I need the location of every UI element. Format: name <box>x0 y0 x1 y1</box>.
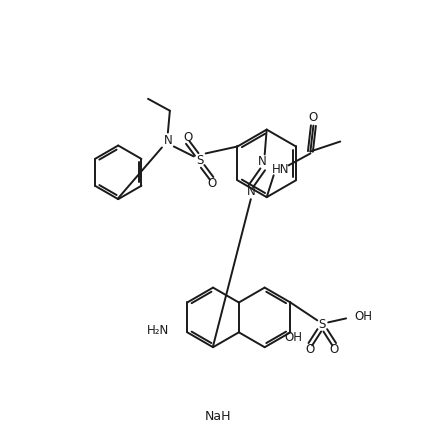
Text: N: N <box>246 185 255 198</box>
Text: S: S <box>196 154 203 167</box>
Text: O: O <box>306 343 315 356</box>
Text: OH: OH <box>354 310 372 323</box>
Text: H₂N: H₂N <box>147 324 169 337</box>
Text: OH: OH <box>284 331 302 344</box>
Text: N: N <box>163 134 172 147</box>
Text: N: N <box>258 155 267 168</box>
Text: O: O <box>329 343 339 356</box>
Text: O: O <box>207 177 216 190</box>
Text: S: S <box>319 318 326 331</box>
Text: HN: HN <box>272 163 289 176</box>
Text: O: O <box>183 131 192 144</box>
Text: O: O <box>309 111 318 124</box>
Text: NaH: NaH <box>205 410 231 423</box>
